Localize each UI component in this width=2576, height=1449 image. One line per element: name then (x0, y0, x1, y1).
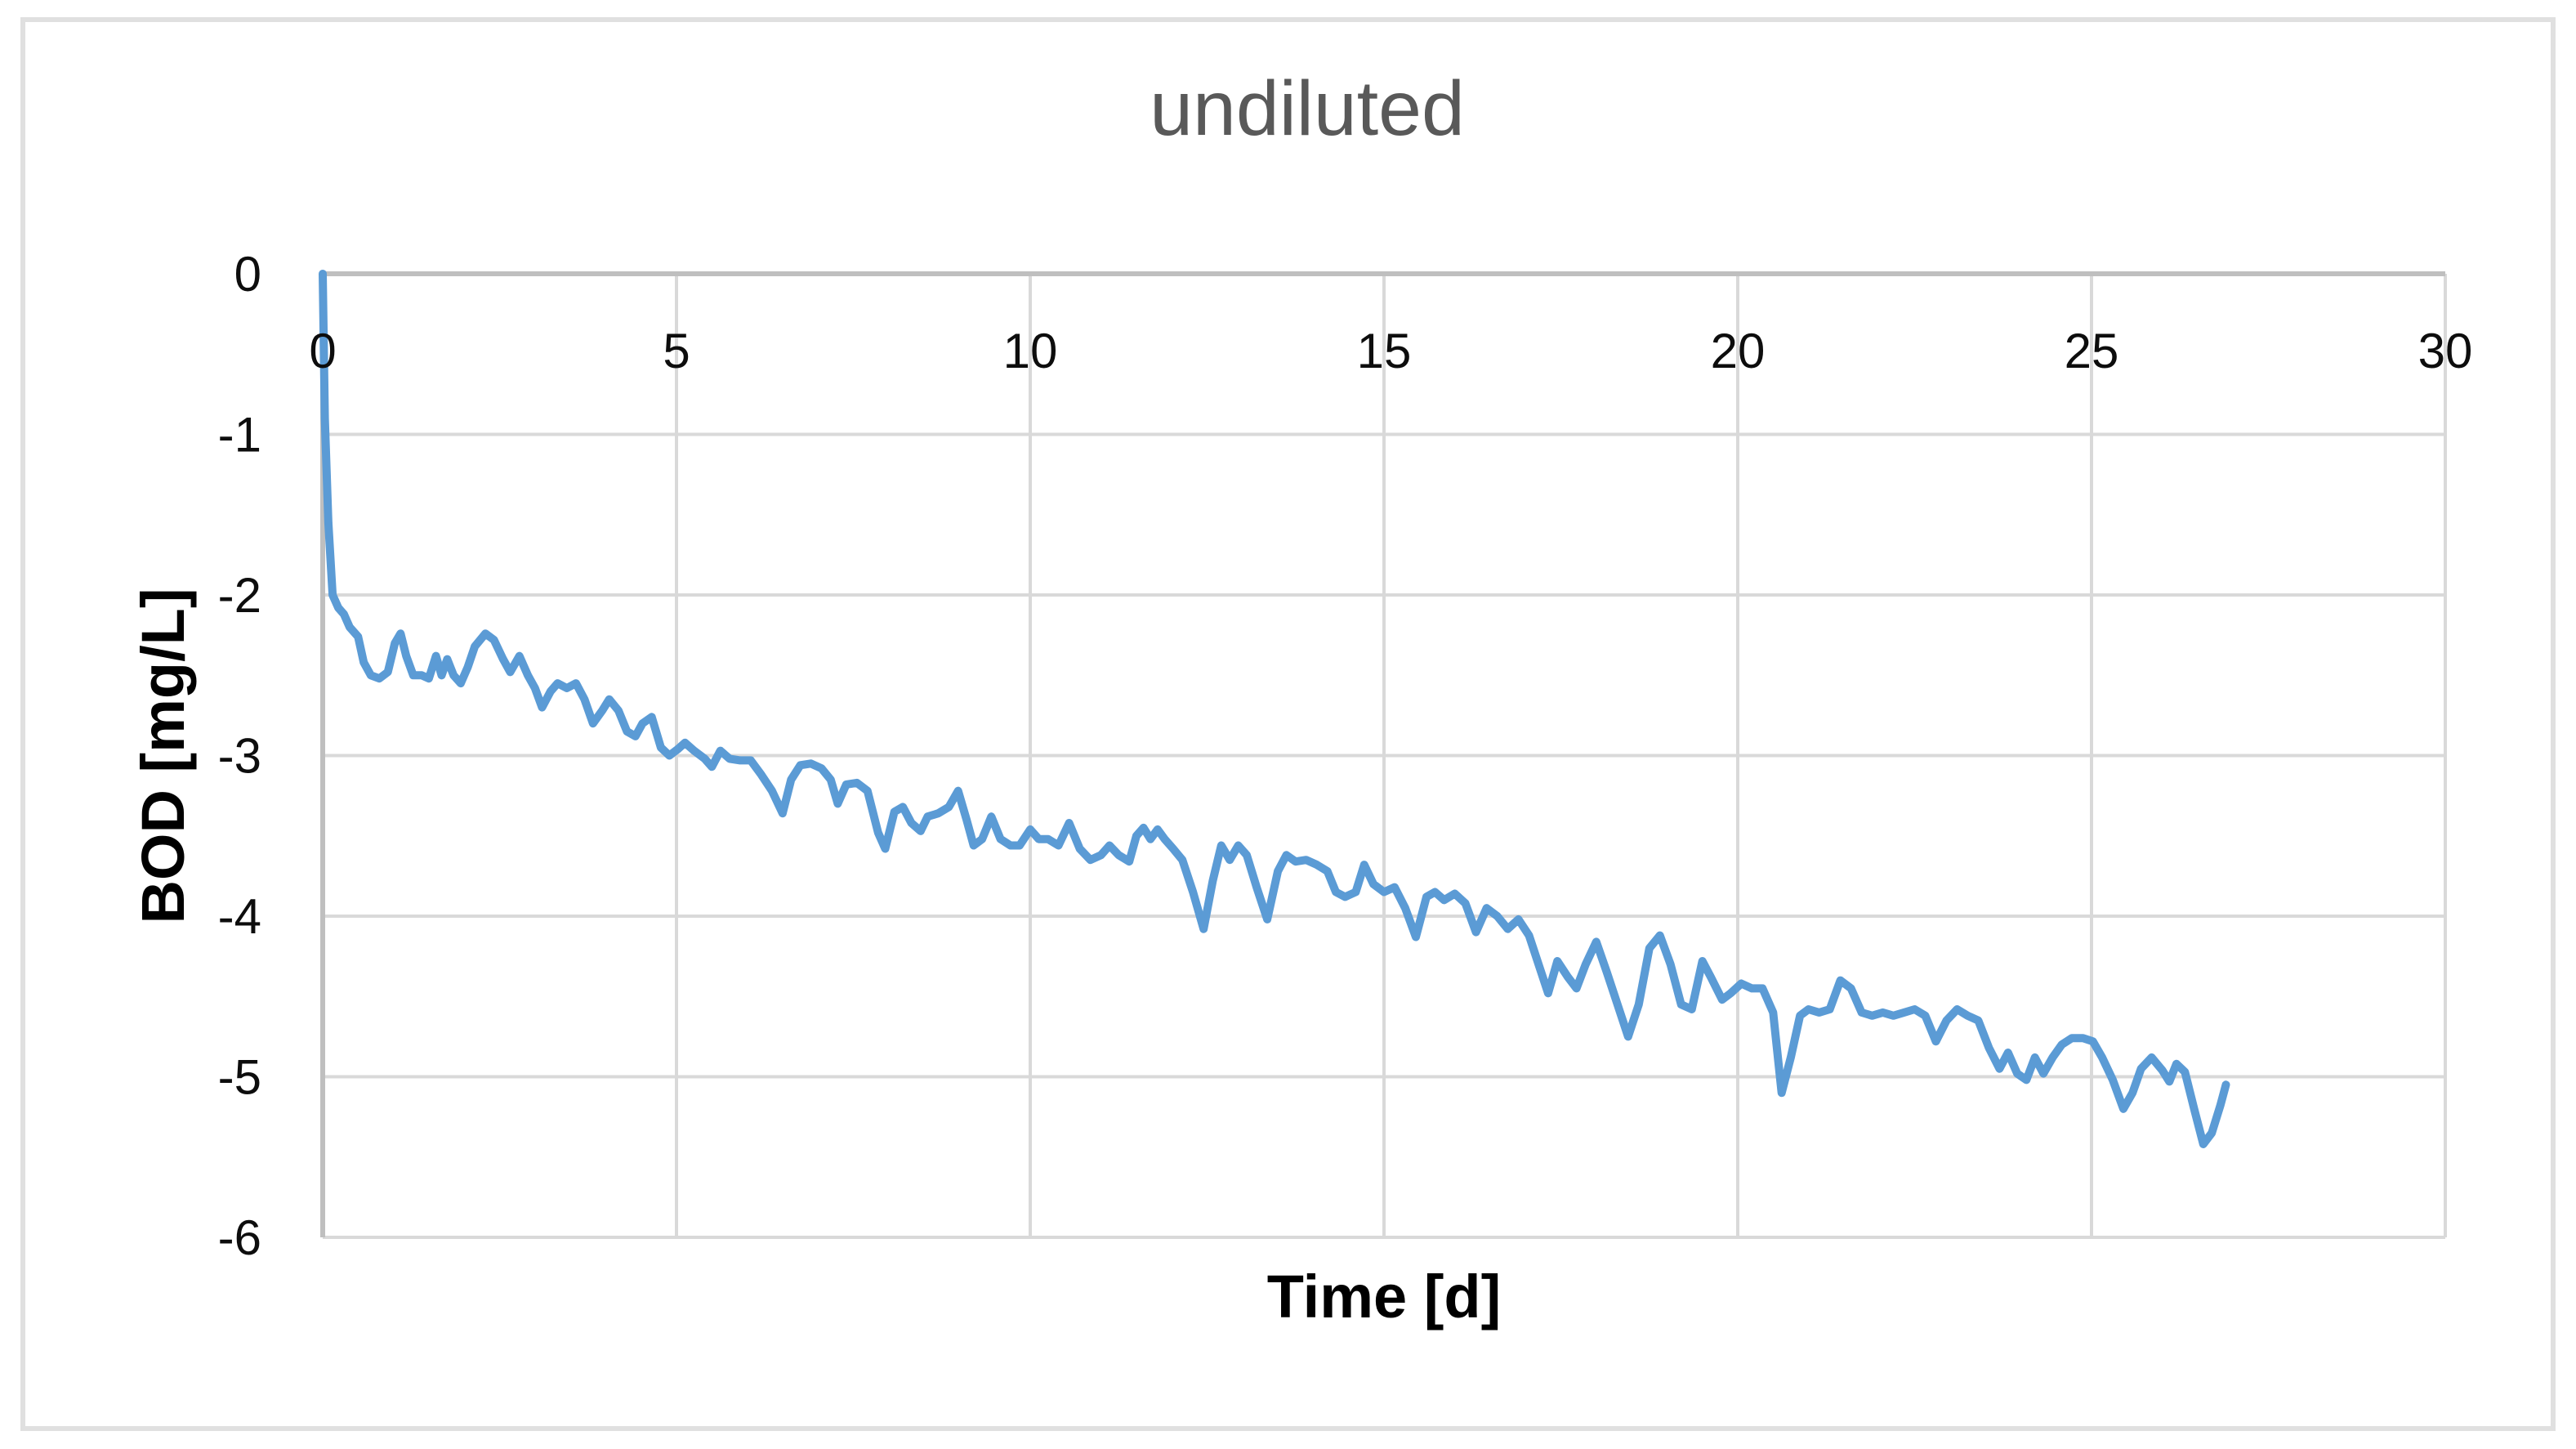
x-tick-label: 30 (2418, 324, 2473, 378)
y-tick-label: -1 (218, 408, 261, 463)
tick-labels: 0 5 10 15 20 25 30 0 -1 -2 -3 -4 -5 -6 (218, 247, 2473, 1265)
x-tick-label: 20 (1711, 324, 1766, 378)
chart-border (20, 17, 2556, 1431)
y-tick-label: -5 (218, 1050, 261, 1105)
x-axis-title: Time [d] (1267, 1263, 1501, 1330)
y-tick-label: -6 (218, 1210, 261, 1265)
gridlines (323, 274, 2447, 1239)
x-tick-label: 15 (1357, 324, 1412, 378)
x-tick-label: 5 (663, 324, 690, 378)
chart-title: undiluted (1150, 65, 1465, 152)
x-tick-label: 25 (2065, 324, 2119, 378)
y-tick-label: 0 (234, 247, 261, 302)
y-tick-label: -4 (218, 889, 261, 944)
x-tick-label: 0 (309, 324, 336, 378)
x-tick-label: 10 (1003, 324, 1058, 378)
y-axis-title: BOD [mg/L] (129, 588, 197, 924)
bod-series-line (319, 270, 2230, 1148)
y-tick-label: -2 (218, 568, 261, 623)
y-tick-label: -3 (218, 729, 261, 784)
data-series (319, 270, 2230, 1148)
